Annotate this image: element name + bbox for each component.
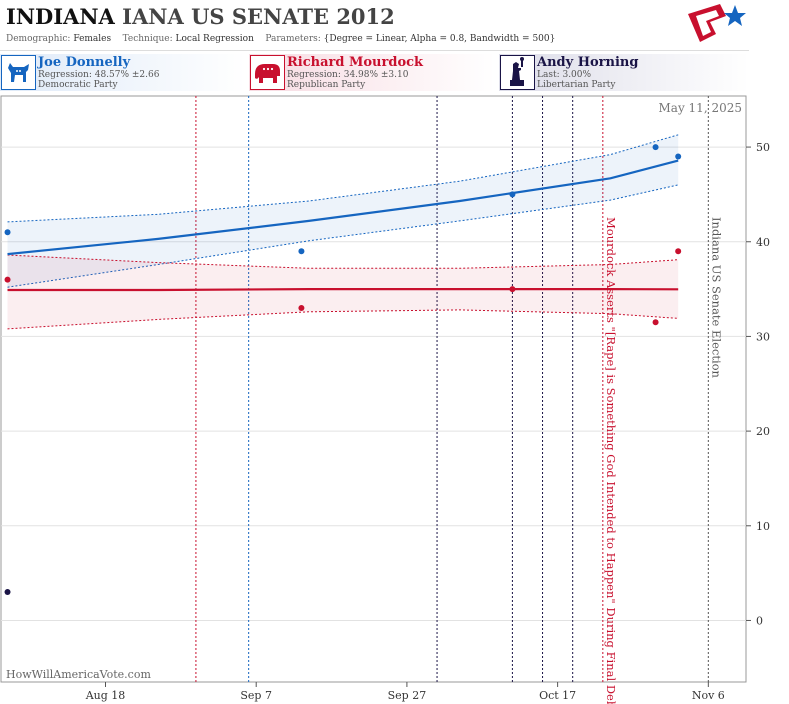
- x-tick-label: Oct 17: [539, 689, 576, 702]
- parameters-label: Parameters:: [265, 34, 321, 44]
- parameters-value: {Degree = Linear, Alpha = 0.8, Bandwidth…: [323, 34, 556, 44]
- confidence-bands: [7, 134, 679, 330]
- confidence-band: [7, 255, 679, 329]
- poll-point: [298, 248, 305, 255]
- candidate-party: Libertarian Party: [537, 80, 616, 90]
- poll-point: [298, 305, 305, 312]
- plot-frame: [0, 95, 747, 683]
- band-lower-line: [7, 184, 679, 288]
- poll-chart: Mourdock Asserts "[Rape] is Something Go…: [0, 95, 770, 704]
- y-tick-label: 0: [756, 614, 763, 627]
- technique-value: Local Regression: [175, 34, 254, 44]
- poll-point: [652, 144, 659, 151]
- event-label: Indiana US Senate Election: [709, 217, 723, 379]
- demographic-value: Females: [73, 34, 112, 44]
- candidate-stat: Last: 3.00%: [537, 70, 592, 80]
- site-logo-icon: [688, 4, 746, 42]
- band-upper-line: [7, 134, 679, 223]
- candidate-stat: Regression: 34.98% ±3.10: [287, 70, 409, 80]
- x-tick-label: Aug 18: [85, 689, 126, 702]
- trend-lines: [7, 159, 679, 292]
- y-tick-label: 30: [756, 330, 770, 343]
- y-tick-label: 20: [756, 425, 770, 438]
- candidate-name: Joe Donnelly: [38, 55, 131, 70]
- donkey-icon: [1, 55, 36, 90]
- date-label: May 11, 2025: [659, 101, 742, 115]
- technique-label: Technique:: [122, 34, 173, 44]
- y-axis: 0 10 20 30 40 50: [746, 141, 770, 627]
- candidate-card-horning: Andy Horning Last: 3.00% Libertarian Par…: [499, 54, 749, 91]
- poll-point: [509, 191, 516, 198]
- poll-point: [4, 589, 11, 596]
- trend-line: [7, 288, 679, 292]
- poll-point: [652, 319, 659, 326]
- candidate-name: Richard Mourdock: [287, 55, 424, 70]
- event-label: Mourdock Asserts "[Rape] is Something Go…: [604, 217, 618, 704]
- candidate-stat: Regression: 48.57% ±2.66: [38, 70, 160, 80]
- elephant-icon: [250, 55, 285, 90]
- band-upper-line: [7, 254, 679, 269]
- confidence-band: [7, 134, 679, 288]
- poll-point: [509, 286, 516, 293]
- parameters-line: Demographic: Females Technique: Local Re…: [6, 34, 555, 44]
- x-axis: Aug 18 Sep 7 Sep 27 Oct 17 Nov 6: [85, 682, 725, 702]
- title-race: IANA US SENATE 2012: [122, 4, 395, 29]
- candidate-party: Democratic Party: [38, 80, 118, 90]
- candidate-card-donnelly: Joe Donnelly Regression: 48.57% ±2.66 De…: [0, 54, 246, 91]
- candidate-party: Republican Party: [287, 80, 366, 90]
- x-tick-label: Nov 6: [692, 689, 725, 702]
- page-title: INDIANA IANA US SENATE 2012: [6, 4, 395, 29]
- title-state: INDIANA: [6, 4, 115, 29]
- poll-point: [4, 276, 11, 283]
- poll-point: [4, 229, 11, 236]
- x-tick-label: Sep 27: [388, 689, 427, 702]
- trend-line: [7, 159, 679, 256]
- header: INDIANA IANA US SENATE 2012 Demographic:…: [0, 0, 749, 51]
- candidate-name: Andy Horning: [537, 55, 639, 70]
- y-tick-label: 40: [756, 236, 770, 249]
- watermark: HowWillAmericaVote.com: [6, 668, 151, 681]
- poll-point: [675, 153, 682, 160]
- candidate-card-mourdock: Richard Mourdock Regression: 34.98% ±3.1…: [249, 54, 495, 91]
- y-tick-label: 10: [756, 520, 770, 533]
- y-tick-label: 50: [756, 141, 770, 154]
- poll-points: [4, 144, 682, 596]
- demographic-label: Demographic:: [6, 34, 71, 44]
- statue-of-liberty-icon: [500, 55, 535, 90]
- band-lower-line: [7, 309, 679, 330]
- x-tick-label: Sep 7: [240, 689, 272, 702]
- poll-point: [675, 248, 682, 255]
